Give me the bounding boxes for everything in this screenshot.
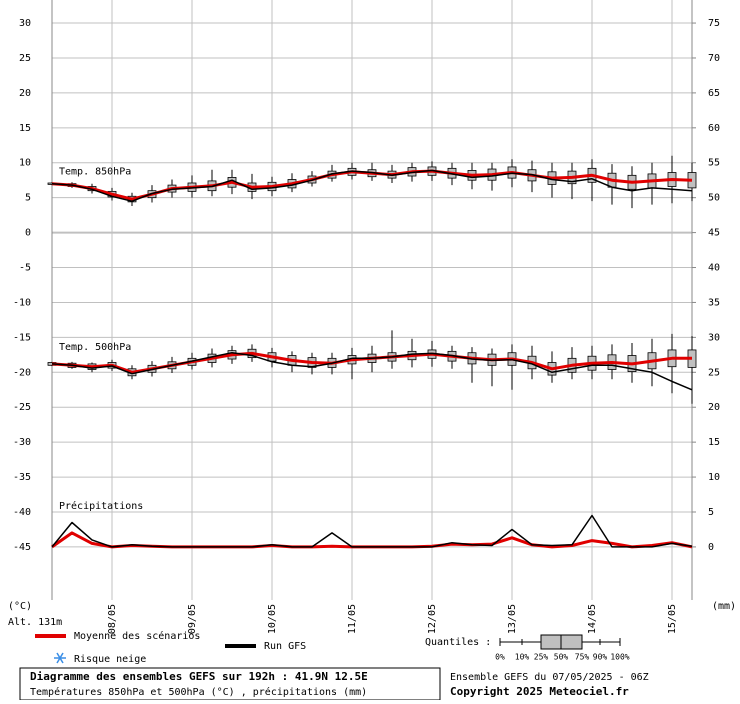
y2-tick-label: 20 — [708, 402, 720, 413]
x-tick-label: 10/05 — [267, 604, 278, 634]
y2-tick-label: 45 — [708, 228, 720, 239]
quantile-tick: 10% — [515, 653, 530, 662]
x-tick-label: 15/05 — [667, 604, 678, 634]
y-tick-label: 20 — [19, 88, 31, 99]
altitude: Alt. 131m — [8, 617, 62, 628]
x-tick-label: 09/05 — [187, 604, 198, 634]
y2-tick-label: 40 — [708, 263, 720, 274]
y-tick-label: 30 — [19, 18, 31, 29]
y-axis-label: (°C) — [8, 601, 32, 612]
snow-icon — [54, 652, 66, 664]
legend-gfs: Run GFS — [264, 641, 306, 652]
y-tick-label: 10 — [19, 158, 31, 169]
annotation: Temp. 500hPa — [59, 342, 131, 353]
y2-tick-label: 15 — [708, 437, 720, 448]
x-tick-label: 11/05 — [347, 604, 358, 634]
y-tick-label: -15 — [13, 332, 31, 343]
y2-tick-label: 65 — [708, 88, 720, 99]
legend-mean: Moyenne des scénarios — [74, 630, 200, 642]
y2-tick-label: 60 — [708, 123, 720, 134]
y-tick-label: 0 — [25, 228, 31, 239]
y-tick-label: -45 — [13, 542, 31, 553]
x-tick-label: 14/05 — [587, 604, 598, 634]
y-tick-label: -30 — [13, 437, 31, 448]
y2-tick-label: 35 — [708, 297, 720, 308]
y2-tick-label: 25 — [708, 367, 720, 378]
y2-tick-label: 30 — [708, 332, 720, 343]
gfs-line — [51, 169, 693, 202]
gfs-line — [51, 351, 693, 391]
y-tick-label: 25 — [19, 53, 31, 64]
y-tick-label: -10 — [13, 297, 31, 308]
title: Diagramme des ensembles GEFS sur 192h : … — [30, 670, 368, 683]
legend-quantiles: Quantiles : — [425, 637, 491, 648]
legend-snow: Risque neige — [74, 654, 146, 665]
quantile-tick: 75% — [575, 653, 590, 662]
x-tick-label: 13/05 — [507, 604, 518, 634]
y2-tick-label: 50 — [708, 193, 720, 204]
annotation: Temp. 850hPa — [59, 167, 131, 178]
y-tick-label: -25 — [13, 402, 31, 413]
y2-tick-label: 0 — [708, 542, 714, 553]
y2-tick-label: 70 — [708, 53, 720, 64]
quantile-tick: 90% — [593, 653, 608, 662]
y-tick-label: -40 — [13, 507, 31, 518]
annotation: Précipitations — [59, 500, 143, 512]
y2-axis-label: (mm) — [712, 601, 736, 612]
y2-tick-label: 5 — [708, 507, 714, 518]
subtitle: Températures 850hPa et 500hPa (°C) , pré… — [30, 686, 367, 698]
copyright: Copyright 2025 Meteociel.fr — [450, 685, 629, 698]
quantile-tick: 100% — [610, 653, 629, 662]
quantile-key — [499, 634, 621, 650]
quantile-tick: 25% — [534, 653, 549, 662]
quantile-tick: 0% — [495, 653, 505, 662]
gfs-line — [51, 514, 693, 548]
y-tick-label: 5 — [25, 193, 31, 204]
y-tick-label: -35 — [13, 472, 31, 483]
y-tick-label: -5 — [19, 263, 31, 274]
y-tick-label: -20 — [13, 367, 31, 378]
y2-tick-label: 55 — [708, 158, 720, 169]
x-tick-label: 08/05 — [107, 604, 118, 634]
quantile-tick: 50% — [554, 653, 569, 662]
y2-tick-label: 75 — [708, 18, 720, 29]
run-info: Ensemble GEFS du 07/05/2025 - 06Z — [450, 672, 649, 683]
y-tick-label: 15 — [19, 123, 31, 134]
y2-tick-label: 10 — [708, 472, 720, 483]
x-tick-label: 12/05 — [427, 604, 438, 634]
